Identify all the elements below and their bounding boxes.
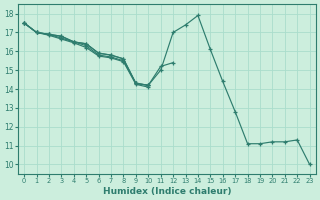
- X-axis label: Humidex (Indice chaleur): Humidex (Indice chaleur): [103, 187, 231, 196]
